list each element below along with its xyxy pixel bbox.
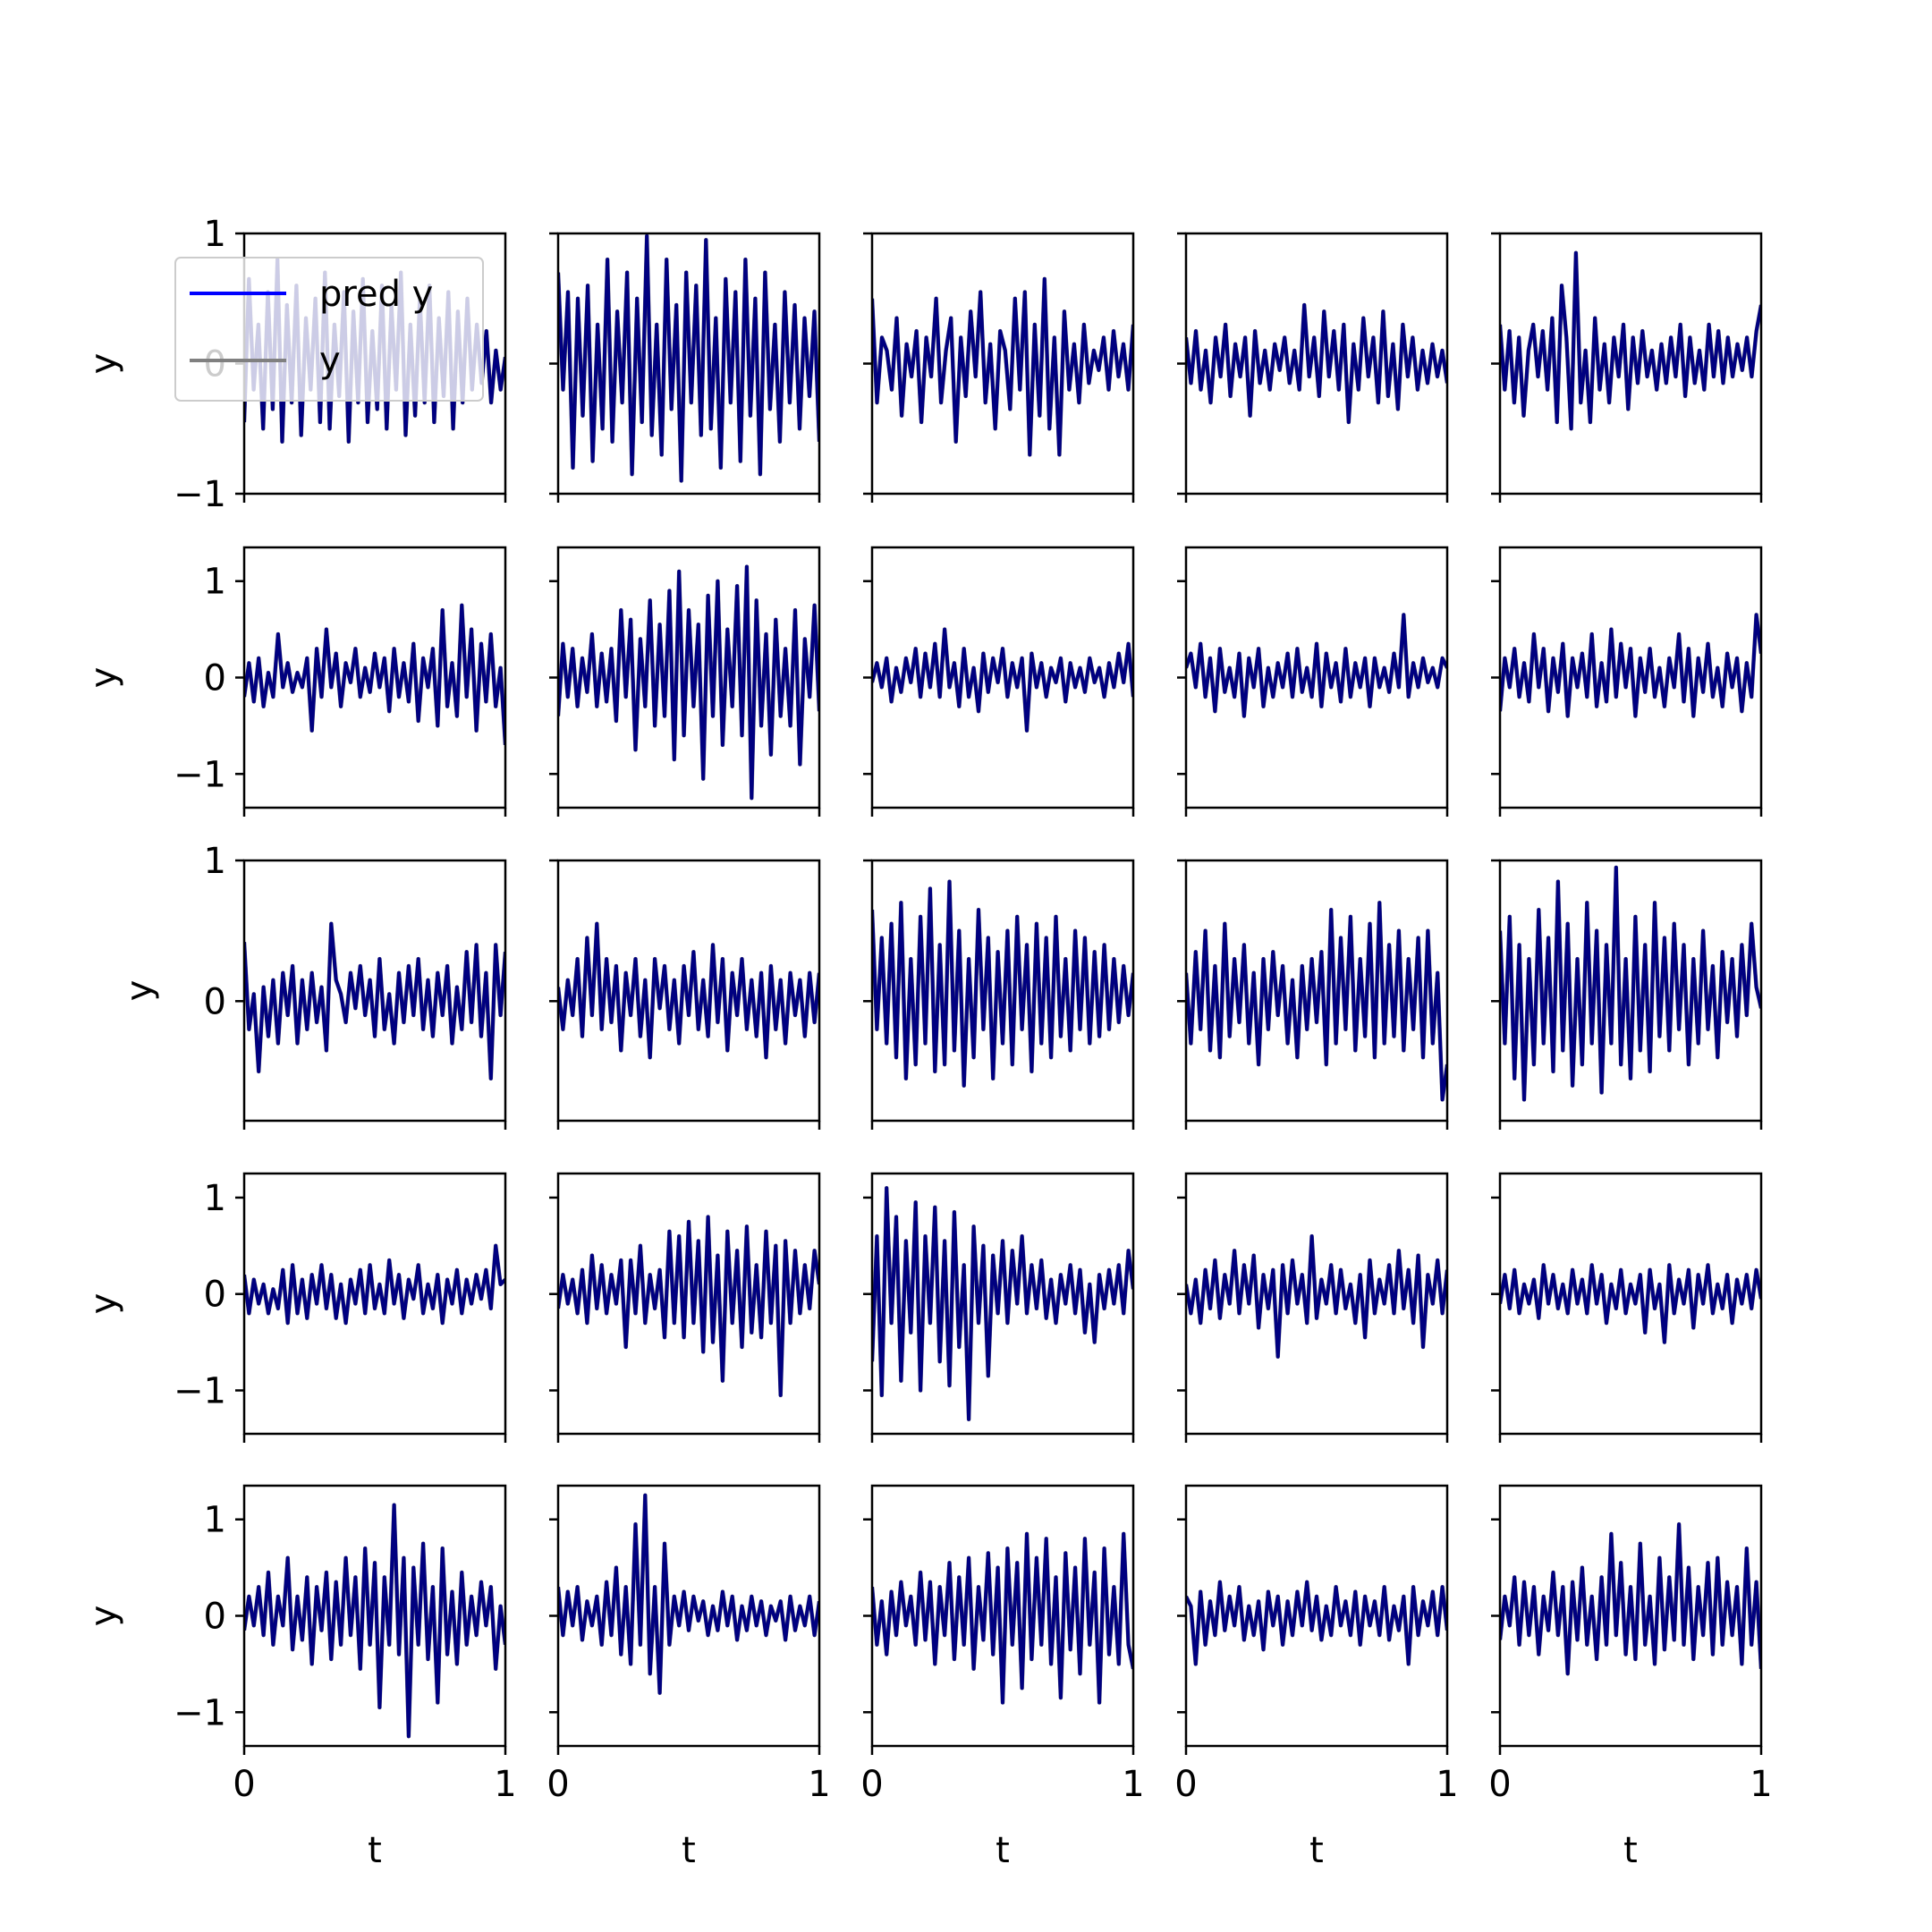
- x-tick-label: 1: [494, 1764, 516, 1805]
- y-tick-label: 0: [204, 1597, 226, 1638]
- subplot-r0c4: [1491, 232, 1763, 503]
- subplot-r1c1: [549, 546, 821, 817]
- subplot-r3c2: [863, 1172, 1135, 1443]
- x-axis-label: t: [996, 1830, 1010, 1871]
- x-axis-label: t: [682, 1830, 696, 1871]
- subplot-r2c4: [1491, 859, 1763, 1130]
- axes-frame-r2c0: [242, 859, 507, 1123]
- series-pred-y-line-r1c2: [872, 627, 1133, 733]
- axes-frame-r3c2: [870, 1172, 1135, 1436]
- subplot-r1c3: [1177, 546, 1449, 817]
- axes-frame-r2c4: [1498, 859, 1763, 1123]
- x-tick-label: 1: [1122, 1764, 1144, 1805]
- y-axis-label: y: [83, 353, 124, 375]
- subplot-r1c2: [863, 546, 1135, 817]
- axes-frame-r3c3: [1184, 1172, 1449, 1436]
- series-pred-y-line-r3c1: [558, 1215, 819, 1397]
- series-pred-y-line-r0c4: [1500, 250, 1761, 431]
- series-pred-y-line-r1c4: [1500, 613, 1761, 718]
- legend-label-pred-y: pred y: [319, 274, 433, 315]
- x-tick-label: 0: [860, 1764, 883, 1805]
- y-tick-label: 1: [204, 1178, 226, 1219]
- series-pred-y-line-r4c1: [558, 1493, 819, 1695]
- y-tick-label: 1: [204, 841, 226, 882]
- series-pred-y-line-r3c0: [244, 1243, 505, 1326]
- series-pred-y-line-r2c2: [872, 879, 1133, 1088]
- x-tick-label: 0: [547, 1764, 569, 1805]
- subplot-r3c1: [549, 1172, 821, 1443]
- y-tick-label: −1: [174, 1692, 226, 1733]
- series-pred-y-line-r0c3: [1186, 303, 1447, 424]
- y-tick-label: 0: [204, 658, 226, 699]
- axes-frame-r3c1: [556, 1172, 821, 1436]
- subplot-r2c0: 0 1 y: [119, 841, 507, 1130]
- axes-frame-r2c3: [1184, 859, 1449, 1123]
- series-pred-y-line-r2c4: [1500, 865, 1761, 1102]
- y-axis-label: y: [119, 980, 160, 1002]
- axes-frame-r2c1: [556, 859, 821, 1123]
- series-pred-y-line-r1c0: [244, 603, 505, 746]
- y-tick-label: −1: [174, 474, 226, 515]
- series-pred-y-line-r4c3: [1186, 1580, 1447, 1666]
- subplot-r4c3: 0 1 t: [1174, 1484, 1459, 1871]
- y-axis-label: y: [83, 667, 124, 689]
- subplot-r0c1: [549, 232, 821, 503]
- y-tick-label: 1: [204, 1500, 226, 1541]
- series-pred-y-line-r4c0: [244, 1503, 505, 1739]
- x-tick-label: 1: [1436, 1764, 1458, 1805]
- subplot-r3c3: [1177, 1172, 1449, 1443]
- series-pred-y-line-r2c0: [244, 921, 505, 1080]
- series-pred-y-line-r2c1: [558, 921, 819, 1060]
- axes-frame-r3c4: [1498, 1172, 1763, 1436]
- x-tick-label: 0: [233, 1764, 255, 1805]
- legend: pred y y: [174, 257, 484, 402]
- y-tick-label: 0: [204, 1275, 226, 1316]
- series-pred-y-line-r3c2: [872, 1186, 1133, 1421]
- subplot-r4c2: 0 1 t: [860, 1484, 1145, 1871]
- legend-label-y: y: [319, 340, 341, 381]
- y-tick-label: 1: [204, 562, 226, 603]
- subplot-r4c1: 0 1 t: [547, 1484, 831, 1871]
- subplot-r0c3: [1177, 232, 1449, 503]
- series-pred-y-line-r3c3: [1186, 1234, 1447, 1359]
- x-tick-label: 0: [1488, 1764, 1511, 1805]
- series-pred-y-line-r2c3: [1186, 901, 1447, 1102]
- subplot-r2c3: [1177, 859, 1449, 1130]
- series-pred-y-line-r3c4: [1500, 1263, 1761, 1344]
- y-tick-label: 1: [204, 214, 226, 255]
- x-tick-label: 1: [1750, 1764, 1772, 1805]
- y-tick-label: 0: [204, 981, 226, 1022]
- x-tick-label: 0: [1174, 1764, 1197, 1805]
- series-pred-y-line-r0c1: [558, 233, 819, 483]
- y-tick-label: −1: [174, 754, 226, 795]
- x-axis-label: t: [368, 1830, 382, 1871]
- subplot-r1c0: −1 0 1 y: [83, 546, 507, 817]
- subplot-r2c1: [549, 859, 821, 1130]
- x-axis-label: t: [1309, 1830, 1324, 1871]
- subplot-r1c4: [1491, 546, 1763, 817]
- axes-frame-r3c0: [242, 1172, 507, 1436]
- series-pred-y-line-r4c4: [1500, 1522, 1761, 1676]
- y-tick-label: −1: [174, 1371, 226, 1412]
- subplot-r3c4: [1491, 1172, 1763, 1443]
- axes-frame-r2c2: [870, 859, 1135, 1123]
- y-axis-label: y: [83, 1606, 124, 1627]
- x-axis-label: t: [1623, 1830, 1638, 1871]
- x-tick-label: 1: [808, 1764, 830, 1805]
- series-pred-y-line-r0c2: [872, 276, 1133, 457]
- subplot-r2c2: [863, 859, 1135, 1130]
- subplot-r0c2: [863, 232, 1135, 503]
- subplot-r3c0: −1 0 1 y: [83, 1172, 507, 1443]
- series-pred-y-line-r1c1: [558, 564, 819, 801]
- y-axis-label: y: [83, 1293, 124, 1315]
- series-pred-y-line-r4c2: [872, 1531, 1133, 1705]
- series-pred-y-line-r1c3: [1186, 613, 1447, 718]
- subplot-r4c4: 0 1 t: [1488, 1484, 1773, 1871]
